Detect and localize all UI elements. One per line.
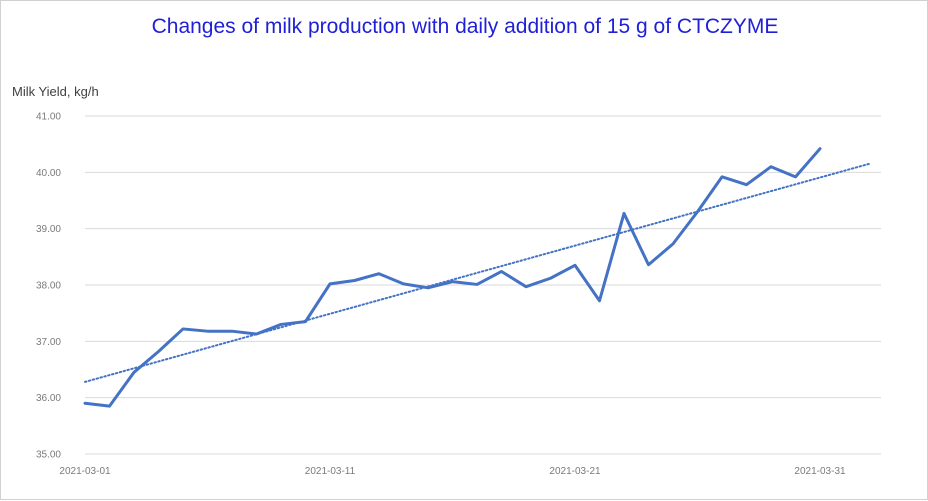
y-tick-label: 38.00 — [36, 281, 61, 292]
data-point — [353, 279, 356, 282]
data-point — [182, 327, 185, 330]
data-point — [647, 263, 650, 266]
data-point — [280, 323, 283, 326]
data-point — [574, 264, 577, 267]
data-point — [84, 402, 87, 405]
data-point — [427, 286, 430, 289]
data-point — [623, 212, 626, 215]
data-point — [819, 147, 822, 150]
y-tick-label: 39.00 — [36, 224, 61, 235]
data-point — [329, 282, 332, 285]
series-line-milk-yield — [83, 147, 822, 408]
x-tick-label: 2021-03-01 — [59, 466, 111, 477]
data-point — [206, 330, 209, 333]
data-point — [598, 299, 601, 302]
data-point — [500, 270, 503, 273]
data-point — [133, 371, 136, 374]
data-point — [696, 210, 699, 213]
y-tick-label: 41.00 — [36, 112, 61, 123]
x-tick-label: 2021-03-31 — [794, 466, 846, 477]
data-point — [549, 277, 552, 280]
data-point — [770, 165, 773, 168]
y-tick-label: 36.00 — [36, 393, 61, 404]
data-point — [231, 330, 234, 333]
chart-title: Changes of milk production with daily ad… — [151, 15, 779, 38]
data-point — [108, 405, 111, 408]
data-point — [451, 280, 454, 283]
data-point — [157, 350, 160, 353]
y-axis-label: Milk Yield, kg/h — [12, 84, 99, 99]
trendline — [84, 162, 870, 383]
data-point — [255, 333, 258, 336]
y-tick-label: 35.00 — [36, 450, 61, 461]
data-point — [525, 285, 528, 288]
data-point — [402, 282, 405, 285]
data-point — [476, 283, 479, 286]
data-point — [721, 175, 724, 178]
data-point — [745, 183, 748, 186]
data-point — [378, 272, 381, 275]
data-point — [794, 175, 797, 178]
y-tick-label: 40.00 — [36, 168, 61, 179]
data-point — [304, 320, 307, 323]
x-tick-label: 2021-03-11 — [305, 466, 356, 477]
y-tick-label: 37.00 — [36, 337, 61, 348]
x-tick-label: 2021-03-21 — [549, 466, 601, 477]
data-point — [672, 242, 675, 245]
